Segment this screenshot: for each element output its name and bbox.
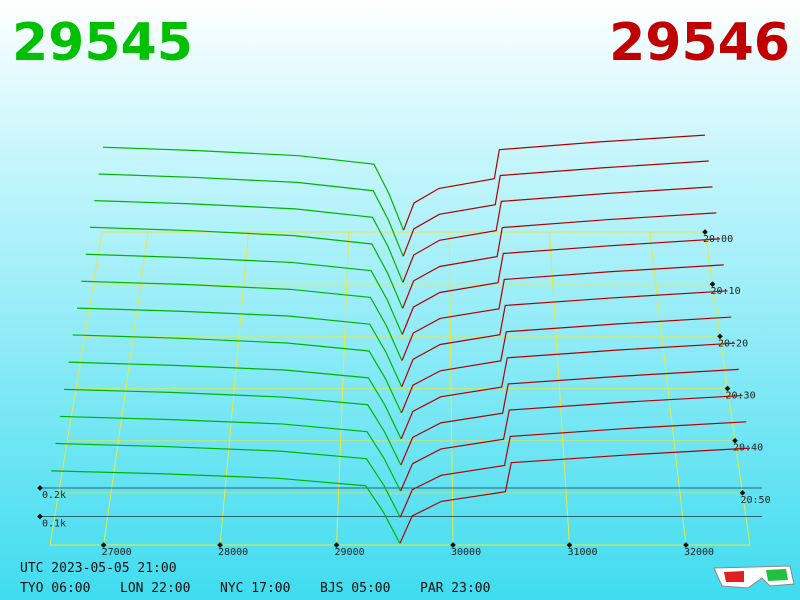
city-clock: LON 22:00 xyxy=(120,581,190,596)
price-tick-label: 32000 xyxy=(684,547,714,558)
ask-depth-line xyxy=(401,264,724,361)
time-tick-label: 20:50 xyxy=(741,495,771,506)
time-tick-marker xyxy=(717,333,723,340)
bid-depth-line xyxy=(94,200,404,283)
ask-depth-line xyxy=(400,368,739,466)
price-tick-label: 31000 xyxy=(567,547,597,558)
bid-depth-line xyxy=(85,253,403,336)
ask-depth-line xyxy=(400,342,736,440)
bid-depth-line xyxy=(68,361,402,440)
bid-depth-line xyxy=(55,442,401,518)
bid-depth-line xyxy=(102,146,405,231)
price-tick-marker xyxy=(683,542,689,548)
bid-depth-line xyxy=(51,470,401,544)
ask-depth-line xyxy=(401,290,728,387)
utc-time: UTC 2023-05-05 21:00 xyxy=(20,561,177,576)
depth-tick-label: 0.2k xyxy=(42,490,66,501)
time-tick-marker xyxy=(732,437,738,444)
ask-depth-line xyxy=(401,238,721,335)
ask-depth-line xyxy=(403,134,706,231)
glasses-icon xyxy=(713,565,795,589)
time-tick-marker xyxy=(709,281,716,287)
price-tick-label: 30000 xyxy=(451,547,481,558)
city-clock: BJS 05:00 xyxy=(320,581,390,596)
depth-tick-marker xyxy=(37,513,43,520)
time-tick-marker xyxy=(724,385,731,392)
bid-price: 29545 xyxy=(12,13,193,73)
ask-depth-line xyxy=(402,160,709,257)
bid-depth-line xyxy=(59,415,402,492)
bid-depth-line xyxy=(81,280,403,362)
price-tick-label: 27000 xyxy=(102,547,132,558)
ask-depth-line xyxy=(399,447,751,544)
ask-depth-line xyxy=(402,212,717,309)
price-tick-label: 29000 xyxy=(335,547,365,558)
price-tick-marker xyxy=(566,542,573,548)
price-tick-label: 28000 xyxy=(218,547,248,558)
ask-depth-line xyxy=(401,316,732,413)
ask-depth-line xyxy=(402,186,713,283)
price-tick-marker xyxy=(100,542,107,548)
bid-depth-line xyxy=(64,388,402,466)
bid-depth-line xyxy=(77,307,403,388)
time-tick-marker xyxy=(739,490,746,496)
city-clock: TYO 06:00 xyxy=(20,581,90,596)
ask-depth-line xyxy=(400,394,743,492)
depth-tick-label: 0.1k xyxy=(42,519,66,530)
bid-depth-line xyxy=(90,226,404,309)
time-tick-marker xyxy=(702,229,708,235)
price-tick-marker xyxy=(450,542,456,548)
bid-depth-line xyxy=(98,173,404,257)
price-tick-marker xyxy=(333,542,340,548)
ask-price: 29546 xyxy=(609,13,790,73)
city-clock: PAR 23:00 xyxy=(420,581,490,596)
city-clock: NYC 17:00 xyxy=(220,581,290,596)
price-tick-marker xyxy=(217,542,223,548)
ask-depth-line xyxy=(399,421,747,518)
bid-depth-line xyxy=(72,334,403,414)
curves xyxy=(51,134,751,544)
